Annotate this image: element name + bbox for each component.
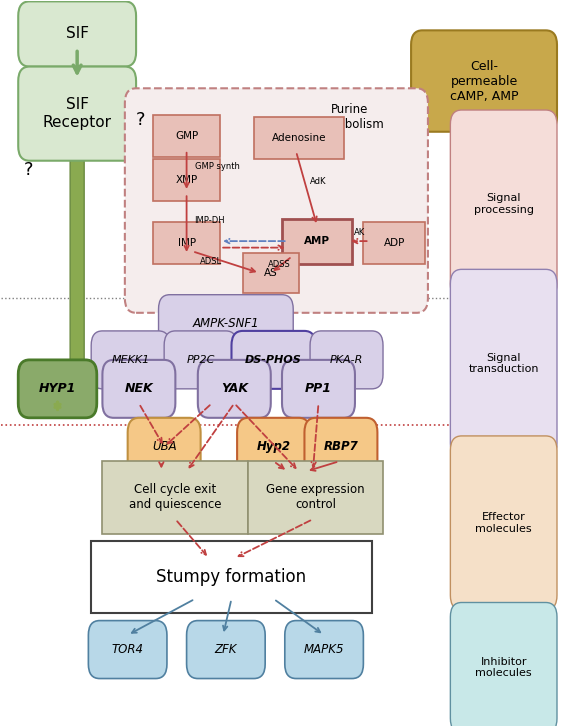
Text: AS: AS (264, 268, 277, 278)
FancyBboxPatch shape (103, 360, 175, 418)
FancyBboxPatch shape (89, 621, 167, 678)
Text: IMP-DH: IMP-DH (195, 216, 225, 225)
FancyBboxPatch shape (254, 116, 343, 158)
FancyBboxPatch shape (248, 461, 383, 534)
Text: PP1: PP1 (305, 382, 332, 395)
FancyBboxPatch shape (153, 158, 221, 201)
Text: IMP: IMP (178, 238, 196, 248)
FancyBboxPatch shape (125, 88, 428, 313)
Text: Cell-
permeable
cAMP, AMP: Cell- permeable cAMP, AMP (450, 60, 518, 103)
FancyBboxPatch shape (243, 253, 299, 293)
FancyBboxPatch shape (305, 418, 377, 475)
FancyBboxPatch shape (153, 115, 221, 157)
FancyBboxPatch shape (451, 603, 557, 727)
FancyBboxPatch shape (451, 269, 557, 458)
Text: Signal
transduction: Signal transduction (469, 353, 539, 374)
Text: Inhibitor
molecules: Inhibitor molecules (475, 657, 532, 678)
Text: AMPK-SNF1: AMPK-SNF1 (192, 317, 259, 330)
Text: SIF
Receptor: SIF Receptor (43, 97, 112, 130)
Text: Stumpy formation: Stumpy formation (156, 568, 307, 586)
Text: PKA-R: PKA-R (330, 355, 363, 365)
Text: Effector
molecules: Effector molecules (475, 512, 532, 534)
Text: Gene expression
control: Gene expression control (266, 483, 365, 512)
FancyBboxPatch shape (164, 331, 237, 389)
Text: ADSS: ADSS (268, 260, 290, 269)
Text: RBP7: RBP7 (324, 441, 358, 454)
Text: ?: ? (24, 161, 33, 179)
FancyBboxPatch shape (451, 436, 557, 610)
Text: MAPK5: MAPK5 (304, 643, 345, 656)
FancyBboxPatch shape (127, 418, 201, 475)
Text: YAK: YAK (221, 382, 248, 395)
Text: UBA: UBA (152, 441, 177, 454)
FancyBboxPatch shape (18, 360, 97, 418)
Text: Hyp2: Hyp2 (257, 441, 290, 454)
FancyBboxPatch shape (237, 418, 310, 475)
FancyBboxPatch shape (158, 294, 293, 353)
FancyBboxPatch shape (18, 1, 136, 67)
Text: Cell cycle exit
and quiescence: Cell cycle exit and quiescence (129, 483, 222, 512)
FancyBboxPatch shape (231, 331, 316, 389)
Text: ADSL: ADSL (200, 257, 222, 265)
FancyBboxPatch shape (363, 222, 425, 264)
FancyBboxPatch shape (282, 360, 355, 418)
Text: SIF: SIF (65, 26, 89, 41)
Text: GMP: GMP (175, 131, 198, 141)
FancyBboxPatch shape (91, 541, 372, 614)
Text: AdK: AdK (310, 177, 327, 186)
Text: Purine
metabolism: Purine metabolism (315, 103, 384, 132)
FancyBboxPatch shape (153, 222, 221, 264)
Text: AMP: AMP (304, 236, 330, 246)
Text: ?: ? (136, 111, 146, 129)
FancyBboxPatch shape (198, 360, 271, 418)
FancyBboxPatch shape (285, 621, 363, 678)
FancyBboxPatch shape (18, 67, 136, 161)
Text: NEK: NEK (125, 382, 153, 395)
FancyBboxPatch shape (103, 461, 248, 534)
Text: Adenosine: Adenosine (272, 132, 326, 142)
Text: ZFK: ZFK (215, 643, 237, 656)
Text: GMP synth: GMP synth (195, 162, 240, 172)
Text: HYP1: HYP1 (39, 382, 76, 395)
FancyBboxPatch shape (91, 331, 170, 389)
Text: ADP: ADP (384, 238, 405, 248)
FancyBboxPatch shape (282, 219, 352, 264)
Text: DS-PHOS: DS-PHOS (245, 355, 302, 365)
Text: Signal
processing: Signal processing (474, 193, 534, 215)
FancyBboxPatch shape (187, 621, 265, 678)
FancyBboxPatch shape (451, 110, 557, 298)
FancyArrow shape (66, 153, 89, 400)
FancyBboxPatch shape (411, 31, 557, 132)
Text: XMP: XMP (175, 174, 198, 185)
Text: AK: AK (354, 228, 365, 237)
Text: TOR4: TOR4 (112, 643, 144, 656)
Text: MEKK1: MEKK1 (111, 355, 149, 365)
Text: PP2C: PP2C (187, 355, 215, 365)
FancyBboxPatch shape (310, 331, 383, 389)
